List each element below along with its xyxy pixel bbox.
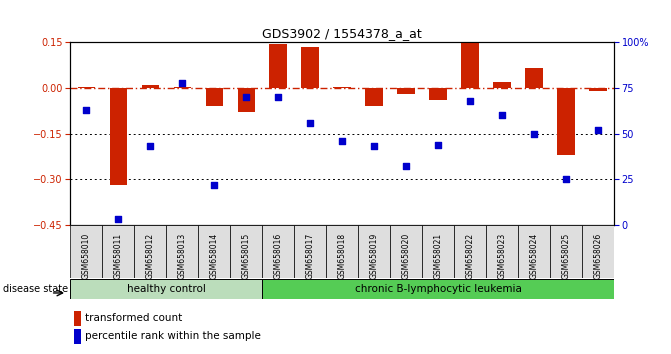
Point	[113, 217, 123, 222]
Bar	[70, 279, 262, 299]
Text: GSM658017: GSM658017	[306, 233, 315, 279]
Bar	[454, 225, 486, 278]
Bar	[270, 44, 287, 88]
Bar	[301, 47, 319, 88]
Bar	[134, 225, 166, 278]
Text: healthy control: healthy control	[127, 284, 206, 294]
Point	[497, 113, 507, 118]
Bar	[589, 88, 607, 91]
Bar	[550, 225, 582, 278]
Bar	[174, 86, 191, 88]
Bar	[142, 85, 159, 88]
Point	[401, 164, 411, 169]
Bar	[166, 225, 199, 278]
Text: GSM658023: GSM658023	[498, 233, 507, 279]
Text: GSM658021: GSM658021	[433, 233, 443, 279]
Point	[273, 94, 284, 100]
Point	[369, 144, 380, 149]
Bar	[262, 279, 614, 299]
Text: GSM658016: GSM658016	[274, 233, 282, 279]
Point	[177, 80, 188, 85]
Point	[145, 144, 156, 149]
Text: percentile rank within the sample: percentile rank within the sample	[85, 331, 260, 341]
Bar	[366, 88, 383, 106]
Text: GSM658019: GSM658019	[370, 233, 378, 279]
Point	[433, 142, 444, 147]
Text: GSM658015: GSM658015	[242, 233, 251, 279]
Bar	[103, 225, 134, 278]
Text: GSM658025: GSM658025	[562, 233, 570, 279]
Text: GSM658026: GSM658026	[593, 233, 603, 279]
Bar	[390, 225, 422, 278]
Point	[337, 138, 348, 144]
Point	[465, 98, 476, 104]
Point	[561, 176, 572, 182]
Bar	[333, 86, 351, 88]
Text: GSM658010: GSM658010	[82, 233, 91, 279]
Bar	[358, 225, 390, 278]
Point	[592, 127, 603, 133]
Text: transformed count: transformed count	[85, 313, 182, 323]
Point	[241, 94, 252, 100]
Text: GSM658014: GSM658014	[210, 233, 219, 279]
Bar	[486, 225, 518, 278]
Text: chronic B-lymphocytic leukemia: chronic B-lymphocytic leukemia	[355, 284, 521, 294]
Bar	[518, 225, 550, 278]
Bar	[461, 43, 479, 88]
Bar	[230, 225, 262, 278]
Bar	[74, 329, 81, 344]
Bar	[205, 88, 223, 106]
Bar	[78, 86, 95, 88]
Bar	[238, 88, 255, 112]
Bar	[262, 225, 295, 278]
Bar	[582, 225, 614, 278]
Bar	[525, 68, 543, 88]
Text: GSM658011: GSM658011	[114, 233, 123, 279]
Title: GDS3902 / 1554378_a_at: GDS3902 / 1554378_a_at	[262, 27, 422, 40]
Text: GSM658024: GSM658024	[529, 233, 539, 279]
Bar	[557, 88, 575, 155]
Bar	[429, 88, 447, 100]
Bar	[397, 88, 415, 94]
Bar	[326, 225, 358, 278]
Text: GSM658012: GSM658012	[146, 233, 155, 279]
Bar	[74, 311, 81, 326]
Bar	[493, 82, 511, 88]
Bar	[109, 88, 127, 185]
Point	[305, 120, 315, 126]
Point	[529, 131, 539, 136]
Bar	[422, 225, 454, 278]
Text: GSM658022: GSM658022	[466, 233, 474, 279]
Point	[81, 107, 92, 113]
Bar	[70, 225, 103, 278]
Text: disease state: disease state	[3, 284, 68, 294]
Bar	[295, 225, 326, 278]
Point	[209, 182, 219, 188]
Bar	[199, 225, 230, 278]
Text: GSM658020: GSM658020	[402, 233, 411, 279]
Text: GSM658013: GSM658013	[178, 233, 187, 279]
Text: GSM658018: GSM658018	[338, 233, 347, 279]
